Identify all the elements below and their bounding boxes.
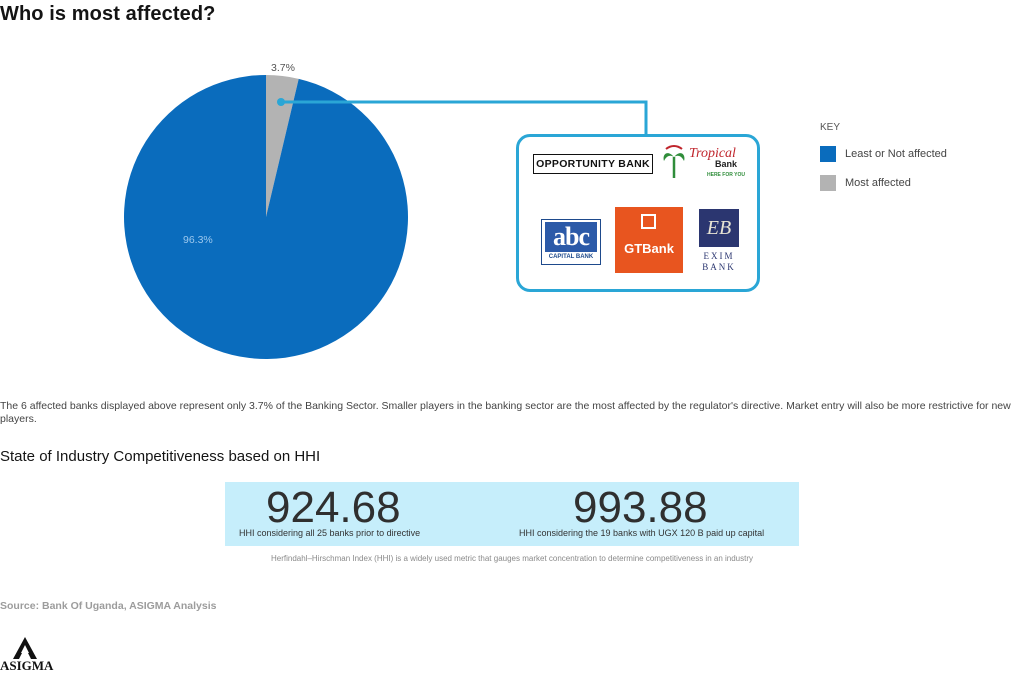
opportunity-bank-text: OPPORTUNITY BANK (536, 158, 650, 170)
legend-label-most: Most affected (845, 177, 911, 189)
abc-sub: CAPITAL BANK (548, 254, 594, 260)
exim-mark: EB (699, 209, 739, 247)
gtbank-logo: GTBank (615, 207, 683, 273)
exim-line2: BANK (702, 262, 736, 272)
pie-slice-most-affected (266, 75, 299, 217)
pie-labels: 3.7% 96.3% (183, 62, 295, 246)
pie-slices (123, 74, 408, 359)
summary-note: The 6 affected banks displayed above rep… (0, 400, 1011, 425)
exim-line1: EXIM (703, 251, 735, 261)
tropical-sub: Bank (715, 159, 738, 169)
pie-chart: 3.7% 96.3% (123, 62, 648, 359)
legend-swatch-least (820, 146, 836, 162)
callout-connector-line (281, 100, 648, 138)
hhi-caption-after: HHI considering the 19 banks with UGX 12… (519, 528, 765, 538)
exim-bank-logo: EB EXIM BANK (697, 209, 741, 273)
tropical-tagline: HERE FOR YOU (707, 172, 745, 178)
source-note: Source: Bank Of Uganda, ASIGMA Analysis (0, 600, 217, 612)
tropical-name: Tropical (689, 146, 736, 161)
abc-capital-bank-logo: abc CAPITAL BANK (541, 219, 601, 265)
abc-mark: abc (545, 222, 597, 252)
asigma-logo-icon (13, 637, 37, 659)
pie-label-most-affected: 3.7% (271, 62, 295, 74)
callout-dot (277, 98, 285, 106)
hhi-panel: 924.68 HHI considering all 25 banks prio… (225, 482, 799, 546)
page-title: Who is most affected? (0, 3, 216, 25)
palm-icon (663, 145, 685, 178)
pie-label-least-affected: 96.3% (183, 234, 213, 246)
hhi-value-after: 993.88 (573, 483, 708, 532)
legend-item-least: Least or Not affected (820, 146, 947, 162)
pie-slice-least-affected (123, 74, 408, 359)
legend-label-least: Least or Not affected (845, 148, 947, 160)
legend-item-most: Most affected (820, 175, 911, 191)
gtbank-square-icon (641, 214, 656, 229)
legend-swatch-most (820, 175, 836, 191)
hhi-heading: State of Industry Competitiveness based … (0, 448, 321, 465)
hhi-definition: Herfindahl–Hirschman Index (HHI) is a wi… (271, 554, 753, 563)
affected-banks-callout: OPPORTUNITY BANK Tropical Bank HERE FOR … (516, 134, 760, 292)
tropical-bank-logo: Tropical Bank HERE FOR YOU (663, 145, 749, 183)
hhi-caption-before: HHI considering all 25 banks prior to di… (239, 528, 421, 538)
gtbank-name: GTBank (624, 241, 674, 256)
brand-name: ASIGMA (0, 658, 54, 673)
hhi-value-before: 924.68 (266, 483, 401, 532)
legend-title: KEY (820, 122, 841, 133)
opportunity-bank-logo: OPPORTUNITY BANK (533, 154, 653, 174)
